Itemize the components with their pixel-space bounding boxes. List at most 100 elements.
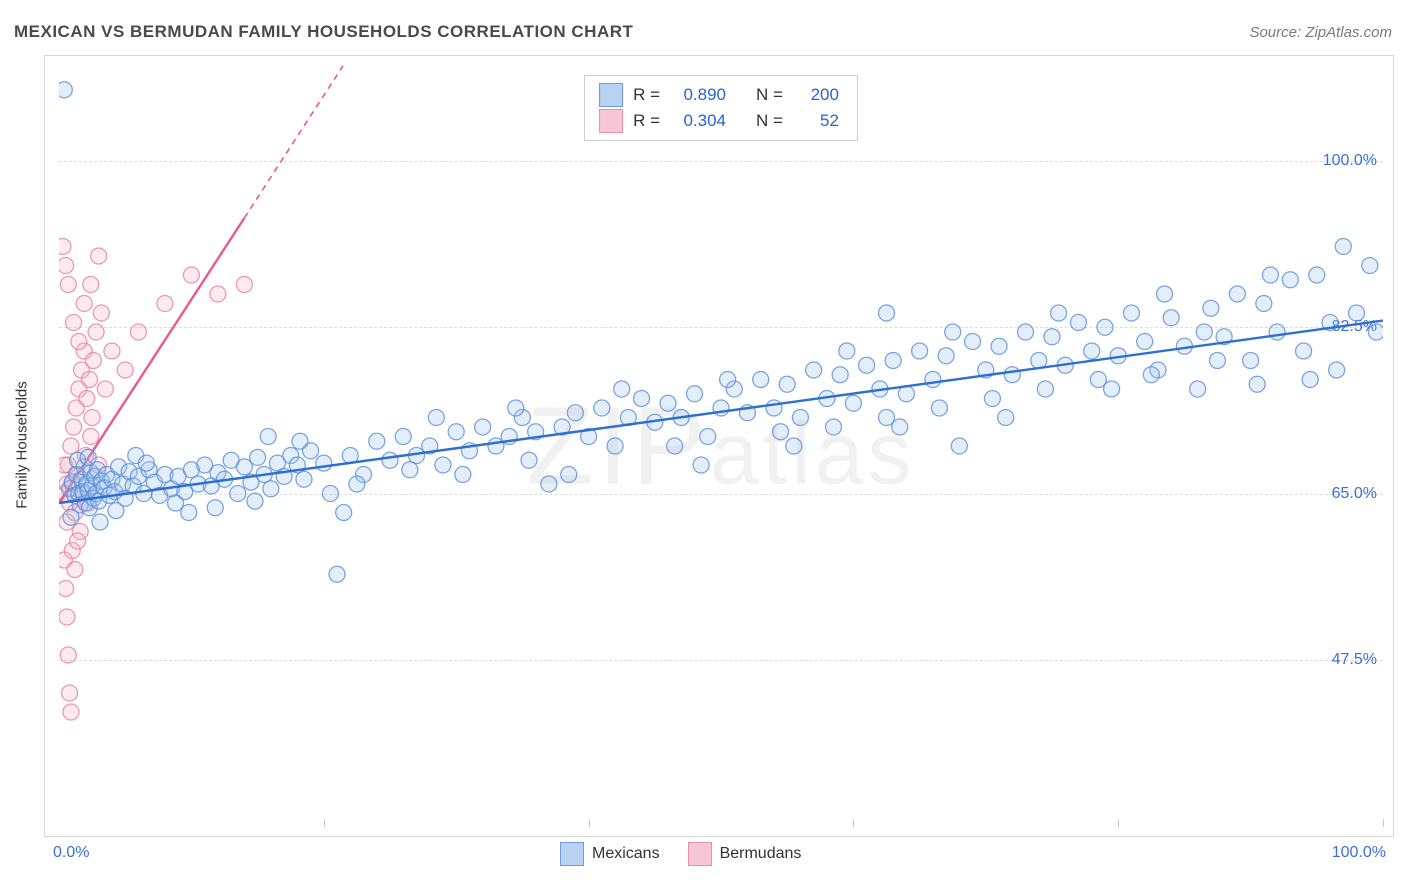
point-mexican xyxy=(1070,315,1086,331)
point-mexican xyxy=(316,455,332,471)
x-tick xyxy=(1383,819,1384,827)
correlation-legend: R = 0.890 N = 200 R = 0.304 N = 52 xyxy=(584,75,858,141)
point-bermudan xyxy=(236,277,252,293)
point-mexican xyxy=(634,391,650,407)
chart-title: MEXICAN VS BERMUDAN FAMILY HOUSEHOLDS CO… xyxy=(14,22,633,42)
point-mexican xyxy=(1296,343,1312,359)
r-value-mexicans: 0.890 xyxy=(670,82,726,108)
point-mexican xyxy=(1262,267,1278,283)
point-mexican xyxy=(292,433,308,449)
point-mexican xyxy=(108,503,124,519)
point-bermudan xyxy=(67,562,83,578)
point-mexican xyxy=(607,438,623,454)
point-mexican xyxy=(1229,286,1245,302)
chart-container: MEXICAN VS BERMUDAN FAMILY HOUSEHOLDS CO… xyxy=(0,0,1406,892)
point-mexican xyxy=(369,433,385,449)
point-mexican xyxy=(59,82,72,98)
point-bermudan xyxy=(66,419,82,435)
point-mexican xyxy=(329,566,345,582)
point-mexican xyxy=(925,372,941,388)
point-mexican xyxy=(984,391,1000,407)
legend-item-bermudans: Bermudans xyxy=(688,842,802,866)
point-mexican xyxy=(1037,381,1053,397)
point-bermudan xyxy=(85,353,101,369)
point-mexican xyxy=(455,467,471,483)
point-mexican xyxy=(885,353,901,369)
swatch-blue xyxy=(560,842,584,866)
point-mexican xyxy=(1256,296,1272,312)
point-mexican xyxy=(207,500,223,516)
point-bermudan xyxy=(83,429,99,445)
legend-label-mexicans: Mexicans xyxy=(592,845,660,863)
source-label: Source: ZipAtlas.com xyxy=(1249,24,1392,41)
point-bermudan xyxy=(183,267,199,283)
point-mexican xyxy=(938,348,954,364)
point-bermudan xyxy=(63,704,79,720)
point-mexican xyxy=(660,395,676,411)
plot-inner: 47.5%65.0%82.5%100.0% ZIPatlas R = 0.890… xyxy=(59,66,1383,826)
trendline-bermudan-dash xyxy=(244,66,350,218)
point-mexican xyxy=(832,367,848,383)
point-mexican xyxy=(1335,239,1351,255)
point-mexican xyxy=(998,410,1014,426)
legend-label-bermudans: Bermudans xyxy=(720,845,802,863)
point-bermudan xyxy=(60,277,76,293)
point-mexican xyxy=(965,334,981,350)
point-bermudan xyxy=(66,315,82,331)
point-bermudan xyxy=(81,372,97,388)
point-mexican xyxy=(614,381,630,397)
point-bermudan xyxy=(79,391,95,407)
r-label: R = xyxy=(633,82,660,108)
point-mexican xyxy=(1210,353,1226,369)
point-mexican xyxy=(1163,310,1179,326)
point-bermudan xyxy=(104,343,120,359)
point-mexican xyxy=(1137,334,1153,350)
point-bermudan xyxy=(59,258,74,274)
point-mexican xyxy=(766,400,782,416)
point-mexican xyxy=(475,419,491,435)
point-mexican xyxy=(845,395,861,411)
point-bermudan xyxy=(60,647,76,663)
point-mexican xyxy=(945,324,961,340)
point-mexican xyxy=(1104,381,1120,397)
point-mexican xyxy=(779,376,795,392)
point-mexican xyxy=(693,457,709,473)
point-mexican xyxy=(349,476,365,492)
point-mexican xyxy=(773,424,789,440)
point-mexican xyxy=(1243,353,1259,369)
point-bermudan xyxy=(117,362,133,378)
point-mexican xyxy=(786,438,802,454)
point-mexican xyxy=(1044,329,1060,345)
point-mexican xyxy=(448,424,464,440)
point-mexican xyxy=(879,305,895,321)
point-bermudan xyxy=(59,609,75,625)
point-mexican xyxy=(1097,319,1113,335)
point-mexican xyxy=(594,400,610,416)
point-mexican xyxy=(1329,362,1345,378)
point-mexican xyxy=(428,410,444,426)
point-mexican xyxy=(1309,267,1325,283)
point-mexican xyxy=(806,362,822,378)
n-value-bermudans: 52 xyxy=(793,108,839,134)
point-mexican xyxy=(1190,381,1206,397)
point-mexican xyxy=(230,486,246,502)
point-mexican xyxy=(80,449,96,465)
point-bermudan xyxy=(91,248,107,264)
point-bermudan xyxy=(71,334,87,350)
point-mexican xyxy=(1302,372,1318,388)
point-mexican xyxy=(168,495,184,511)
point-bermudan xyxy=(130,324,146,340)
point-mexican xyxy=(296,471,312,487)
point-bermudan xyxy=(88,324,104,340)
point-mexican xyxy=(839,343,855,359)
point-mexican xyxy=(1368,324,1383,340)
point-mexican xyxy=(395,429,411,445)
point-bermudan xyxy=(70,533,86,549)
point-mexican xyxy=(687,386,703,402)
point-mexican xyxy=(561,467,577,483)
point-mexican xyxy=(753,372,769,388)
point-mexican xyxy=(1004,367,1020,383)
point-mexican xyxy=(541,476,557,492)
point-mexican xyxy=(435,457,451,473)
point-mexican xyxy=(521,452,537,468)
